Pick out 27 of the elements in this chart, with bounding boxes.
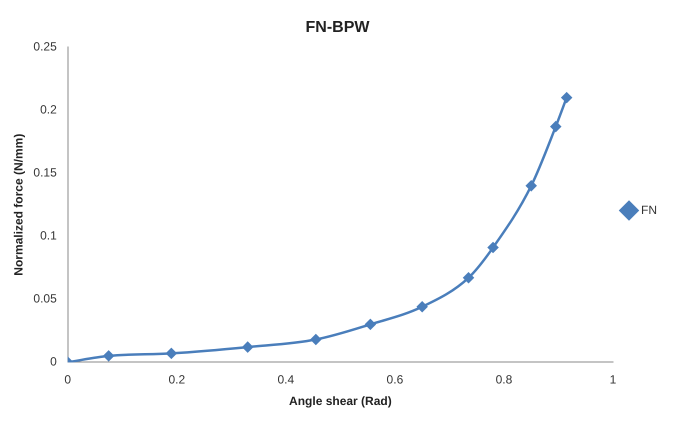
point — [310, 334, 322, 345]
chart-title: FN-BPW — [306, 19, 370, 36]
point — [242, 342, 253, 352]
x-tick-label: 0.6 — [386, 372, 404, 387]
point — [488, 242, 498, 253]
point — [550, 121, 562, 132]
x-tick-label: 0.8 — [496, 372, 513, 387]
x-axis-title: Angle shear (Rad) — [289, 394, 392, 408]
y-tick-label: 0.2 — [40, 102, 58, 117]
y-tick-label: 0.15 — [33, 166, 58, 180]
y-axis-title: Normalized force (N/mm) — [12, 134, 26, 276]
y-tick-label: 0.05 — [33, 292, 58, 306]
point — [103, 350, 114, 362]
point — [526, 180, 536, 192]
legend-label: FN — [641, 202, 658, 217]
x-tick-label: 1 — [610, 372, 617, 387]
point — [561, 92, 572, 103]
point — [166, 348, 177, 359]
x-tick-label: 0.2 — [168, 372, 186, 387]
point — [416, 302, 428, 312]
x-tick-label: 0.4 — [278, 372, 295, 387]
y-tick-label: 0.25 — [33, 40, 58, 54]
x-tick-label: 0 — [64, 372, 72, 387]
point — [463, 272, 474, 284]
point — [365, 319, 376, 330]
y-tick-label: 0.1 — [40, 228, 58, 243]
y-tick-label: 0 — [50, 354, 58, 369]
